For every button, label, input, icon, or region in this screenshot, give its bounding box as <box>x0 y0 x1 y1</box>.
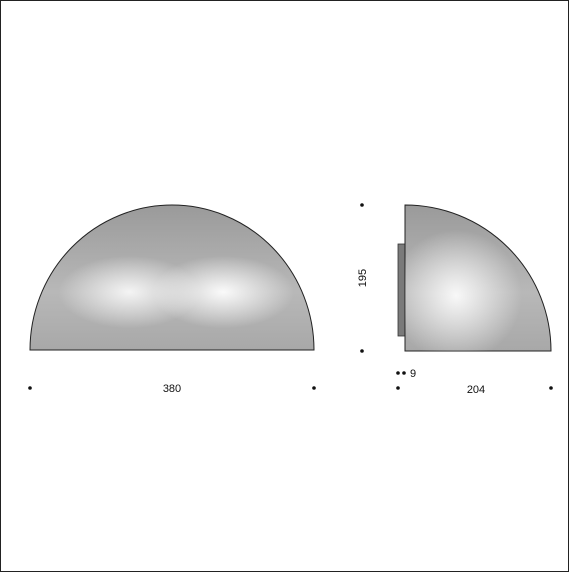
mount-depth-label: 9 <box>410 368 416 380</box>
dimension-markers <box>28 203 553 390</box>
front-view <box>29 204 315 351</box>
dim-dot <box>402 371 406 375</box>
dim-dot <box>312 386 316 390</box>
side-view <box>397 204 552 352</box>
wall-mount-plate <box>397 243 406 337</box>
dim-dot <box>396 386 400 390</box>
dim-dot <box>360 203 364 207</box>
dim-dot <box>360 349 364 353</box>
dim-dot <box>549 386 553 390</box>
dim-dot <box>28 386 32 390</box>
dim-dot <box>396 371 400 375</box>
depth-dimension-label: 204 <box>467 384 485 396</box>
height-dimension-label: 195 <box>357 269 369 287</box>
width-dimension-label: 380 <box>163 383 181 395</box>
